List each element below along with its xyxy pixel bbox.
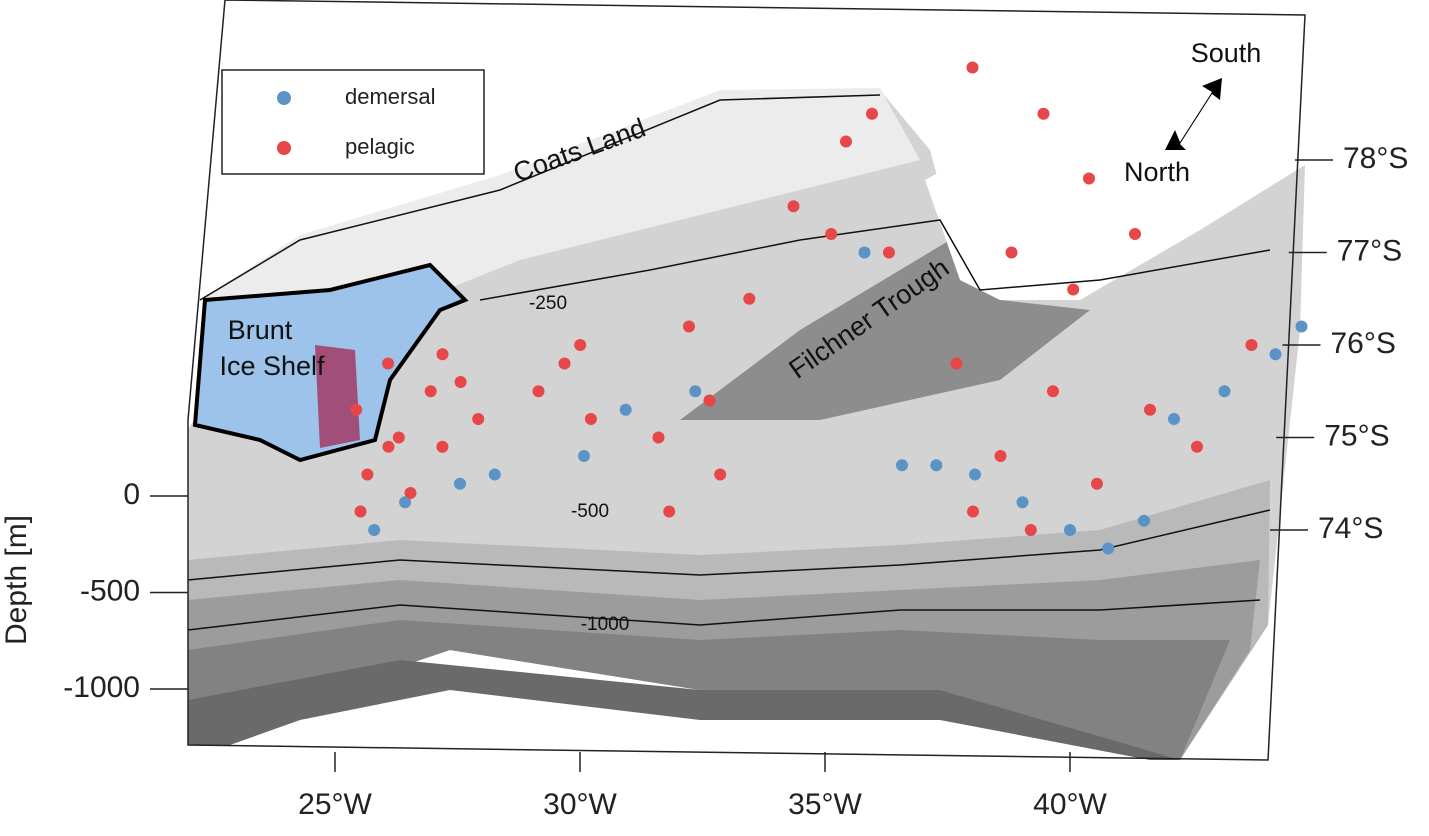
point (840, 135, 852, 148)
point (1047, 385, 1059, 398)
point (1064, 524, 1076, 536)
point (966, 61, 979, 74)
y-tick-label: 78°S (1343, 142, 1408, 175)
point (558, 357, 571, 370)
point (1067, 283, 1080, 296)
point (1005, 246, 1018, 259)
point (689, 385, 702, 398)
point (652, 431, 665, 444)
contour-label: -1000 (581, 614, 630, 635)
point (1218, 385, 1231, 398)
legend-marker (277, 141, 291, 155)
legend-label: pelagic (345, 134, 415, 159)
point (714, 468, 727, 481)
point (743, 292, 756, 305)
point (578, 450, 590, 462)
annotation: Brunt (228, 315, 293, 345)
point (1295, 320, 1308, 333)
contour-label: -250 (529, 293, 567, 314)
point (1269, 348, 1282, 361)
point (858, 246, 871, 259)
point (1168, 413, 1180, 425)
point (392, 431, 405, 444)
annotation: North (1124, 157, 1190, 187)
point (454, 477, 466, 490)
point (399, 496, 412, 509)
legend-marker (277, 91, 291, 105)
point (404, 487, 417, 499)
point (472, 413, 485, 425)
x-tick-label: 25°W (298, 788, 372, 821)
annotation: Ice Shelf (219, 351, 325, 381)
frame (187, 0, 1306, 761)
point (930, 459, 943, 472)
point (663, 505, 676, 518)
y-tick-label: 76°S (1331, 327, 1396, 360)
point (994, 450, 1007, 462)
point (436, 348, 449, 361)
point (1144, 403, 1156, 416)
z-tick-label: 0 (123, 478, 140, 511)
point (703, 394, 716, 407)
legend-label: demersal (345, 84, 435, 109)
point (574, 339, 587, 351)
point (683, 320, 695, 333)
direction-arrow (1165, 78, 1222, 150)
ice-shelf (192, 262, 469, 463)
point (361, 468, 374, 481)
point (584, 413, 597, 425)
point (1138, 514, 1150, 527)
surface (187, 88, 1305, 760)
point (1024, 524, 1037, 536)
point (1245, 339, 1258, 351)
legend-box (221, 69, 485, 175)
point (436, 440, 449, 453)
point (532, 385, 545, 398)
y-tick-label: 77°S (1337, 234, 1402, 267)
point (866, 107, 878, 120)
point (354, 505, 367, 518)
z-tick-label: -1000 (63, 671, 140, 704)
annotation: South (1191, 38, 1262, 68)
point (488, 468, 501, 481)
point (382, 357, 395, 370)
point (967, 505, 979, 518)
point (382, 440, 395, 453)
legend: demersal pelagic (221, 69, 485, 175)
x-tick-label: 40°W (1033, 788, 1107, 821)
point (1191, 440, 1203, 453)
z-axis-label: Depth [m] (0, 515, 33, 645)
point (883, 246, 895, 259)
point (1129, 228, 1141, 240)
point (1083, 172, 1095, 185)
contour-label: -500 (571, 501, 609, 522)
y-tick-label: 75°S (1324, 419, 1389, 452)
point (350, 403, 363, 416)
x-tick-label: 35°W (788, 788, 862, 821)
point (454, 376, 467, 388)
point (787, 200, 800, 213)
point (1091, 477, 1103, 490)
point (896, 459, 908, 472)
point (950, 357, 963, 370)
point (1016, 496, 1029, 509)
z-tick-label: -500 (80, 574, 140, 607)
point (368, 524, 381, 536)
x-tick-label: 30°W (543, 788, 617, 821)
point (1037, 107, 1050, 120)
y-tick-label: 74°S (1318, 512, 1383, 545)
point (1102, 542, 1115, 555)
point (619, 403, 632, 416)
point (969, 468, 981, 481)
point (825, 228, 838, 240)
point (424, 385, 437, 398)
